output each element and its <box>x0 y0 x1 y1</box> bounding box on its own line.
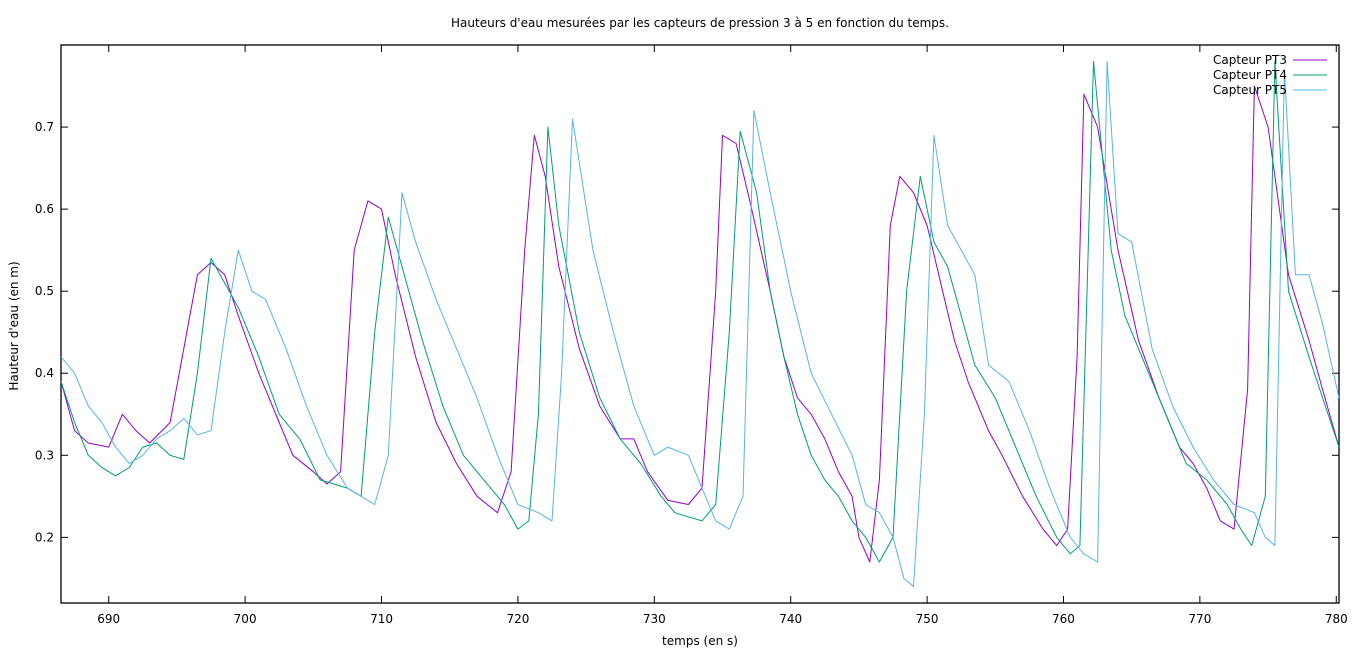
plot-frame <box>60 44 1340 604</box>
x-tick-label: 700 <box>234 612 257 626</box>
plot-area <box>60 60 1340 588</box>
x-tick-label: 730 <box>643 612 666 626</box>
legend-label: Capteur PT5 <box>1213 83 1287 97</box>
y-axis-label: Hauteur d'eau (en m) <box>7 261 21 390</box>
legend-label: Capteur PT4 <box>1213 68 1287 82</box>
y-tick-label: 0.4 <box>35 366 54 380</box>
y-tick-label: 0.5 <box>35 284 54 298</box>
x-tick-label: 710 <box>370 612 393 626</box>
x-tick-label: 770 <box>1188 612 1211 626</box>
x-tick-label: 740 <box>779 612 802 626</box>
y-axis: 0.2 0.3 0.4 0.5 0.6 0.7 <box>35 120 1339 544</box>
y-tick-label: 0.2 <box>35 530 54 544</box>
x-tick-label: 690 <box>97 612 120 626</box>
y-tick-label: 0.6 <box>35 202 54 216</box>
x-tick-label: 720 <box>506 612 529 626</box>
x-axis: 690 700 710 720 730 740 750 760 770 780 <box>97 45 1348 626</box>
chart-title: Hauteurs d'eau mesurées par les capteurs… <box>451 16 949 30</box>
series-line-3 <box>60 85 1340 563</box>
series-line-5 <box>60 60 1340 588</box>
y-tick-label: 0.7 <box>35 120 54 134</box>
y-tick-label: 0.3 <box>35 448 54 462</box>
legend-label: Capteur PT3 <box>1213 53 1287 67</box>
x-tick-label: 780 <box>1325 612 1348 626</box>
x-axis-label: temps (en s) <box>662 634 738 648</box>
x-tick-label: 750 <box>916 612 939 626</box>
x-tick-label: 760 <box>1052 612 1075 626</box>
series-line-4 <box>60 60 1340 563</box>
